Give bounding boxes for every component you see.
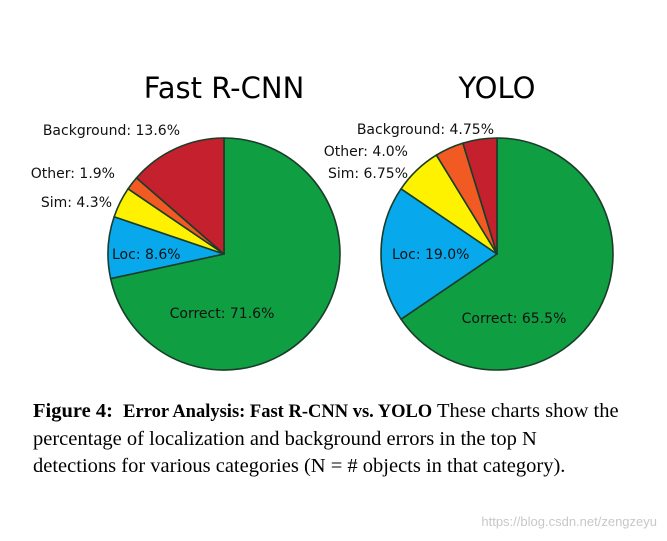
slice-label: Background: 13.6% — [43, 123, 180, 139]
watermark: https://blog.csdn.net/zengzeyu — [481, 514, 657, 529]
pie-slice — [135, 137, 225, 255]
chart-title-fast-rcnn: Fast R-CNN — [144, 71, 305, 105]
pie-slice — [380, 188, 498, 320]
slice-label: Loc: 8.6% — [112, 247, 181, 263]
slice-label: Correct: 65.5% — [462, 311, 567, 327]
slice-label: Other: 1.9% — [31, 166, 115, 182]
pie-fast-rcnn: Correct: 71.6% Loc: 8.6% Sim: 4.3% Other: 1… — [31, 123, 341, 371]
chart-title-yolo: YOLO — [458, 71, 536, 105]
slice-label: Background: 4.75% — [357, 122, 494, 138]
slice-label: Other: 4.0% — [324, 144, 408, 160]
slice-label: Sim: 6.75% — [328, 166, 408, 182]
caption-lead: Figure 4: — [33, 400, 113, 422]
figure-caption: Figure 4: Error Analysis: Fast R-CNN vs.… — [33, 398, 623, 480]
slice-label: Sim: 4.3% — [41, 195, 112, 211]
slice-label: Correct: 71.6% — [170, 306, 275, 322]
charts-area: Fast R-CNN YOLO Correct: 71.6% Loc: 8.6% S… — [31, 71, 614, 371]
pie-slice — [462, 137, 498, 255]
pie-slice — [400, 137, 614, 371]
caption-title: Error Analysis: Fast R-CNN vs. YOLO — [123, 402, 433, 422]
slice-label: Loc: 19.0% — [392, 247, 469, 263]
pie-yolo: Correct: 65.5% Loc: 19.0% Sim: 6.75% Other:… — [324, 122, 614, 371]
caption-body: These charts show the percentage of loca… — [33, 400, 619, 477]
pie-slice — [109, 137, 341, 371]
